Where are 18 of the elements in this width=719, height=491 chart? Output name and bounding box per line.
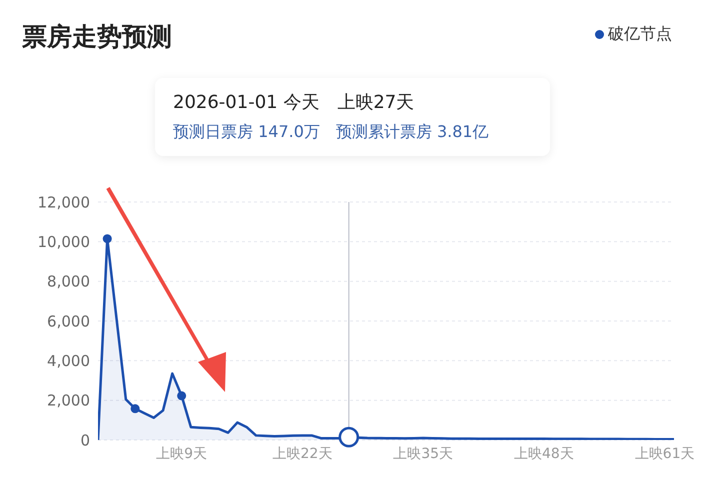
y-tick-label: 4,000 — [47, 352, 90, 370]
x-tick-label: 上映22天 — [272, 446, 332, 462]
x-tick-label: 上映9天 — [156, 446, 208, 462]
info-card: 2026-01-01 今天 上映27天 预测日票房 147.0万 预测累计票房 3.81亿 — [155, 78, 550, 156]
x-tick-label: 上映35天 — [393, 446, 454, 462]
y-tick-label: 12,000 — [38, 193, 90, 212]
y-tick-label: 0 — [80, 431, 90, 450]
legend-label: 破亿节点 — [608, 24, 672, 43]
y-tick-label: 10,000 — [38, 232, 90, 251]
point — [130, 404, 140, 414]
x-tick-label: 上映48天 — [514, 446, 574, 462]
x-tick-label: 上映61天 — [634, 446, 695, 462]
point — [102, 234, 112, 244]
y-tick-label: 6,000 — [47, 312, 90, 330]
y-tick-label: 8,000 — [47, 272, 90, 291]
y-tick-label: 2,000 — [47, 392, 90, 410]
point — [177, 391, 186, 400]
chart-title: 票房走势预测 — [22, 21, 172, 53]
